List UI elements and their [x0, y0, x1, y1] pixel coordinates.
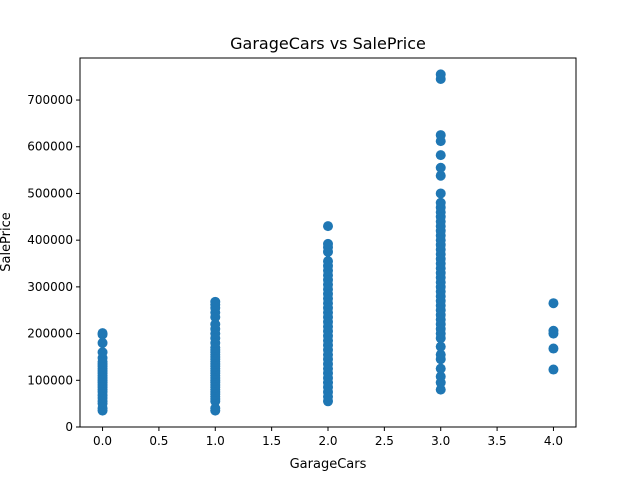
data-point-95	[323, 221, 333, 232]
data-point-141	[548, 364, 559, 375]
y-axis-label: SalePrice	[0, 212, 14, 272]
data-point-60	[210, 296, 221, 307]
data-point-138	[435, 130, 446, 141]
data-point-99	[435, 363, 446, 374]
data-point-21	[97, 347, 108, 358]
x-tick-label: 2.0	[318, 434, 337, 448]
y-tick-label: 600000	[27, 140, 73, 154]
x-tick-label: 4.0	[544, 434, 563, 448]
x-tick-label: 3.0	[431, 434, 450, 448]
data-point-55	[210, 319, 221, 330]
data-point-24	[97, 328, 108, 339]
data-point-144	[548, 325, 559, 336]
x-tick-label: 0.0	[93, 434, 112, 448]
y-tick-label: 200000	[27, 327, 73, 341]
data-point-135	[435, 162, 446, 173]
points-layer	[97, 69, 559, 416]
y-tick-label: 100000	[27, 373, 73, 387]
x-tick-label: 2.5	[375, 434, 394, 448]
y-tick-label: 300000	[27, 280, 73, 294]
data-point-132	[435, 197, 446, 208]
data-point-94	[323, 238, 333, 249]
y-tick-label: 500000	[27, 186, 73, 200]
y-axis: 0 100000 200000 300000 400000 500000 600000 700…	[27, 93, 80, 434]
y-tick-label: 700000	[27, 93, 73, 107]
data-point-91	[323, 256, 333, 267]
y-tick-label: 400000	[27, 233, 73, 247]
x-axis: 0.0 0.5 1.0 1.5 2.0 2.5 3.0 3.5 4.0	[93, 427, 563, 448]
data-point-142	[548, 343, 559, 354]
x-tick-label: 1.0	[206, 434, 225, 448]
data-point-133	[435, 188, 446, 199]
x-tick-label: 0.5	[149, 434, 168, 448]
data-point-22	[97, 337, 108, 348]
data-point-96	[435, 384, 446, 395]
data-point-134	[435, 170, 446, 181]
data-point-136	[435, 150, 446, 161]
data-point-145	[548, 298, 559, 309]
data-point-101	[435, 349, 446, 360]
x-axis-label: GarageCars	[290, 457, 367, 472]
data-point-140	[435, 69, 446, 80]
chart-title: GarageCars vs SalePrice	[230, 34, 426, 53]
x-tick-label: 1.5	[262, 434, 281, 448]
data-point-102	[435, 341, 446, 352]
data-point-26	[210, 403, 221, 414]
y-tick-label: 0	[65, 420, 73, 434]
data-point-98	[435, 371, 446, 382]
x-tick-label: 3.5	[488, 434, 507, 448]
